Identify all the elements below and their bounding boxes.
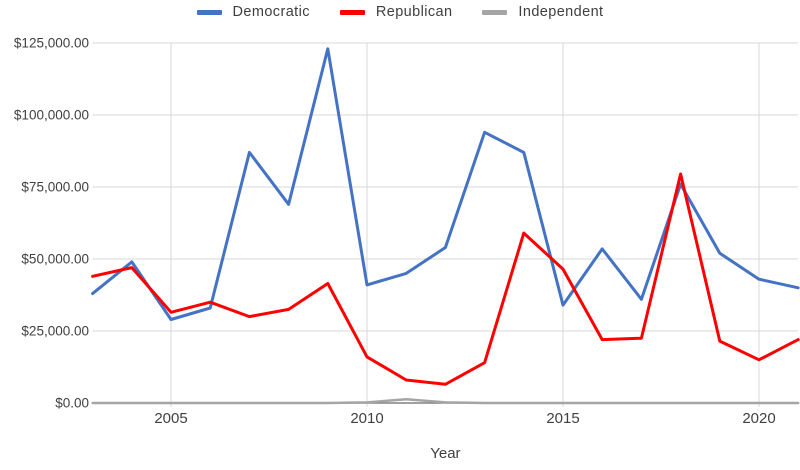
chart-legend: Democratic Republican Independent [0,0,800,24]
independent-line-swatch-icon [482,9,508,15]
independent-line [91,398,800,405]
x-axis-label-2020: 2020 [742,410,775,427]
y-axis-label-0: $0.00 [55,396,89,411]
x-axis-label-2010: 2010 [350,410,383,427]
x-axis-title: Year [430,445,460,462]
legend-item-independent: Independent [482,4,603,20]
republican-line-swatch-icon [339,9,365,15]
x-axis-label-2015: 2015 [546,410,579,427]
y-axis-label-25000: $25,000.00 [21,324,89,339]
democratic-line-swatch-icon [196,9,222,15]
y-axis-label-125000: $125,000.00 [14,36,89,51]
y-axis-label-100000: $100,000.00 [14,108,89,123]
y-axis-label-75000: $75,000.00 [21,180,89,195]
legend-label-republican: Republican [375,4,453,20]
democratic-line [91,47,800,321]
y-axis-label-50000: $50,000.00 [21,252,89,267]
legend-item-democratic: Democratic [196,4,310,20]
x-axis-label-2005: 2005 [154,410,187,427]
legend-item-republican: Republican [339,4,453,20]
republican-line [91,172,800,386]
legend-label-democratic: Democratic [232,4,310,20]
legend-label-independent: Independent [518,4,604,20]
